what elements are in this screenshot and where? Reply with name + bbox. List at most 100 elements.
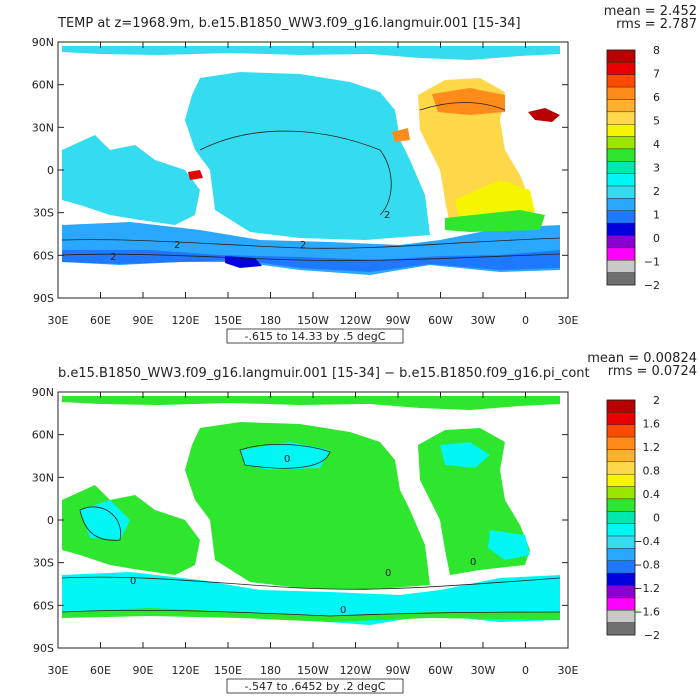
colorbar-swatch	[606, 99, 636, 113]
contour-label: 0	[470, 557, 476, 568]
lon-tick-label: 0	[522, 314, 529, 327]
colorbar-swatch	[606, 523, 636, 537]
lon-tick-label: 30E	[48, 664, 69, 677]
lon-tick-label: 60W	[428, 314, 453, 327]
colorbar-swatch	[606, 436, 636, 450]
colorbar-swatch	[606, 74, 636, 88]
ocean-field	[62, 46, 560, 275]
lat-tick-label: 90S	[33, 642, 54, 655]
contour-label: 2	[384, 210, 390, 221]
colorbar-label: 5	[653, 115, 660, 128]
contour-line	[61, 609, 561, 617]
lon-tick-label: 90W	[386, 664, 411, 677]
lon-tick-label: 90E	[133, 314, 154, 327]
colorbar-swatch	[606, 535, 636, 549]
colorbar-label: −1.6	[633, 606, 660, 619]
lon-tick-label: 120E	[172, 664, 200, 677]
panel-bottom-difference: b.e15.B1850_WW3.f09_g16.langmuir.001 [15…	[32, 351, 697, 694]
contour-label: 0	[340, 605, 346, 616]
colorbar-label: 8	[653, 44, 660, 57]
contour-line	[199, 130, 392, 216]
colorbar-label: −1	[644, 256, 660, 269]
lon-tick-label: 90E	[133, 664, 154, 677]
lon-tick-label: 30W	[471, 664, 496, 677]
pacific-ocean	[185, 72, 430, 240]
colorbar-swatch	[606, 548, 636, 561]
colorbar-label: 4	[653, 138, 660, 151]
range-box	[226, 328, 404, 344]
colorbar-swatch	[606, 161, 636, 174]
colorbar-swatch	[606, 173, 636, 187]
lon-tick-label: 0	[522, 664, 529, 677]
colorbar-swatch	[606, 136, 636, 150]
mediterranean-warm	[432, 88, 505, 115]
lon-tick-label: 30E	[48, 314, 69, 327]
orange-patch	[392, 128, 410, 142]
colorbar-swatch	[606, 124, 636, 137]
colorbar-label: −0.8	[633, 559, 660, 572]
colorbar-label: 7	[653, 68, 660, 81]
panel-top-absolute-temperature: TEMP at z=1968.9m, b.e15.B1850_WW3.f09_g…	[32, 4, 697, 344]
colorbar-label: 6	[653, 91, 660, 104]
lon-tick-label: 150W	[297, 314, 329, 327]
colorbar-swatch	[606, 585, 636, 599]
lat-tick-label: 0	[47, 164, 54, 177]
mean-stat: mean = 2.452	[604, 4, 697, 19]
colorbar-swatch	[606, 474, 636, 487]
lon-tick-label: 60E	[90, 664, 111, 677]
arctic-ocean	[62, 396, 560, 410]
colorbar-swatch	[606, 272, 636, 286]
lon-ticks: 30E 60E 90E 120E 150E 180 150W 120W 90W 60W 30W 0 30…	[48, 42, 579, 327]
arctic-ocean	[62, 46, 560, 60]
contour-labels: 2 2 2 2	[110, 210, 390, 263]
lat-tick-label: 60N	[32, 429, 54, 442]
lat-ticks: 90N 60N 30N 0 30S 60S 90S	[32, 36, 568, 305]
contour-label: 0	[284, 454, 290, 465]
cyan-patch	[440, 442, 490, 468]
colorbar-swatch	[606, 49, 636, 63]
map-title: TEMP at z=1968.9m, b.e15.B1850_WW3.f09_g…	[57, 16, 521, 31]
lat-tick-label: 30N	[32, 471, 54, 484]
lat-tick-label: 90N	[32, 36, 54, 49]
contour-line	[79, 506, 122, 541]
contour-label: 2	[300, 240, 306, 251]
cyan-patch	[80, 500, 130, 540]
rms-stat: rms = 0.0724	[608, 364, 697, 379]
lon-tick-label: 90W	[386, 314, 411, 327]
colorbar-swatch	[606, 235, 636, 249]
rms-stat: rms = 2.787	[616, 17, 697, 32]
colorbar-label: −2	[644, 629, 660, 642]
colorbar-swatch	[606, 86, 636, 100]
lat-tick-label: 30S	[33, 207, 54, 220]
cyan-patch	[240, 442, 330, 470]
lat-tick-label: 60N	[32, 79, 54, 92]
lat-tick-label: 0	[47, 514, 54, 527]
colorbar-label: 1.6	[643, 418, 661, 431]
colorbar-swatch	[606, 511, 636, 524]
colorbar-swatch	[606, 572, 636, 586]
range-label: -.615 to 14.33 by .5 degC	[245, 330, 386, 343]
colorbar-frame	[606, 399, 636, 636]
contour-line	[419, 102, 506, 111]
colorbar-label: −2	[644, 279, 660, 292]
lon-tick-label: 30W	[471, 314, 496, 327]
colorbar-swatch	[606, 610, 636, 623]
cyan-patch	[488, 530, 530, 560]
contour-labels: 0 0 0 0 0	[130, 454, 476, 616]
colorbar-label: 0.8	[643, 465, 661, 478]
range-box	[226, 678, 404, 694]
contour-label: 0	[385, 568, 391, 579]
lon-ticks: 30E 60E 90E 120E 150E 180 150W 120W 90W 60W 30W 0 30…	[48, 392, 579, 677]
colorbar-frame	[606, 49, 636, 286]
red-patch-west	[188, 170, 203, 180]
colorbar: 8 7 6 5 4 3 2 1 0 −1 −2	[606, 44, 660, 292]
contour-line	[61, 576, 561, 590]
contour-lines	[61, 102, 561, 261]
range-label: -.547 to .6452 by .2 degC	[245, 680, 386, 693]
colorbar-swatch	[606, 498, 636, 512]
lat-tick-label: 90S	[33, 292, 54, 305]
lon-tick-label: 150E	[214, 314, 242, 327]
contour-label: 2	[174, 240, 180, 251]
lon-tick-label: 150E	[214, 664, 242, 677]
lon-tick-label: 180	[260, 314, 281, 327]
